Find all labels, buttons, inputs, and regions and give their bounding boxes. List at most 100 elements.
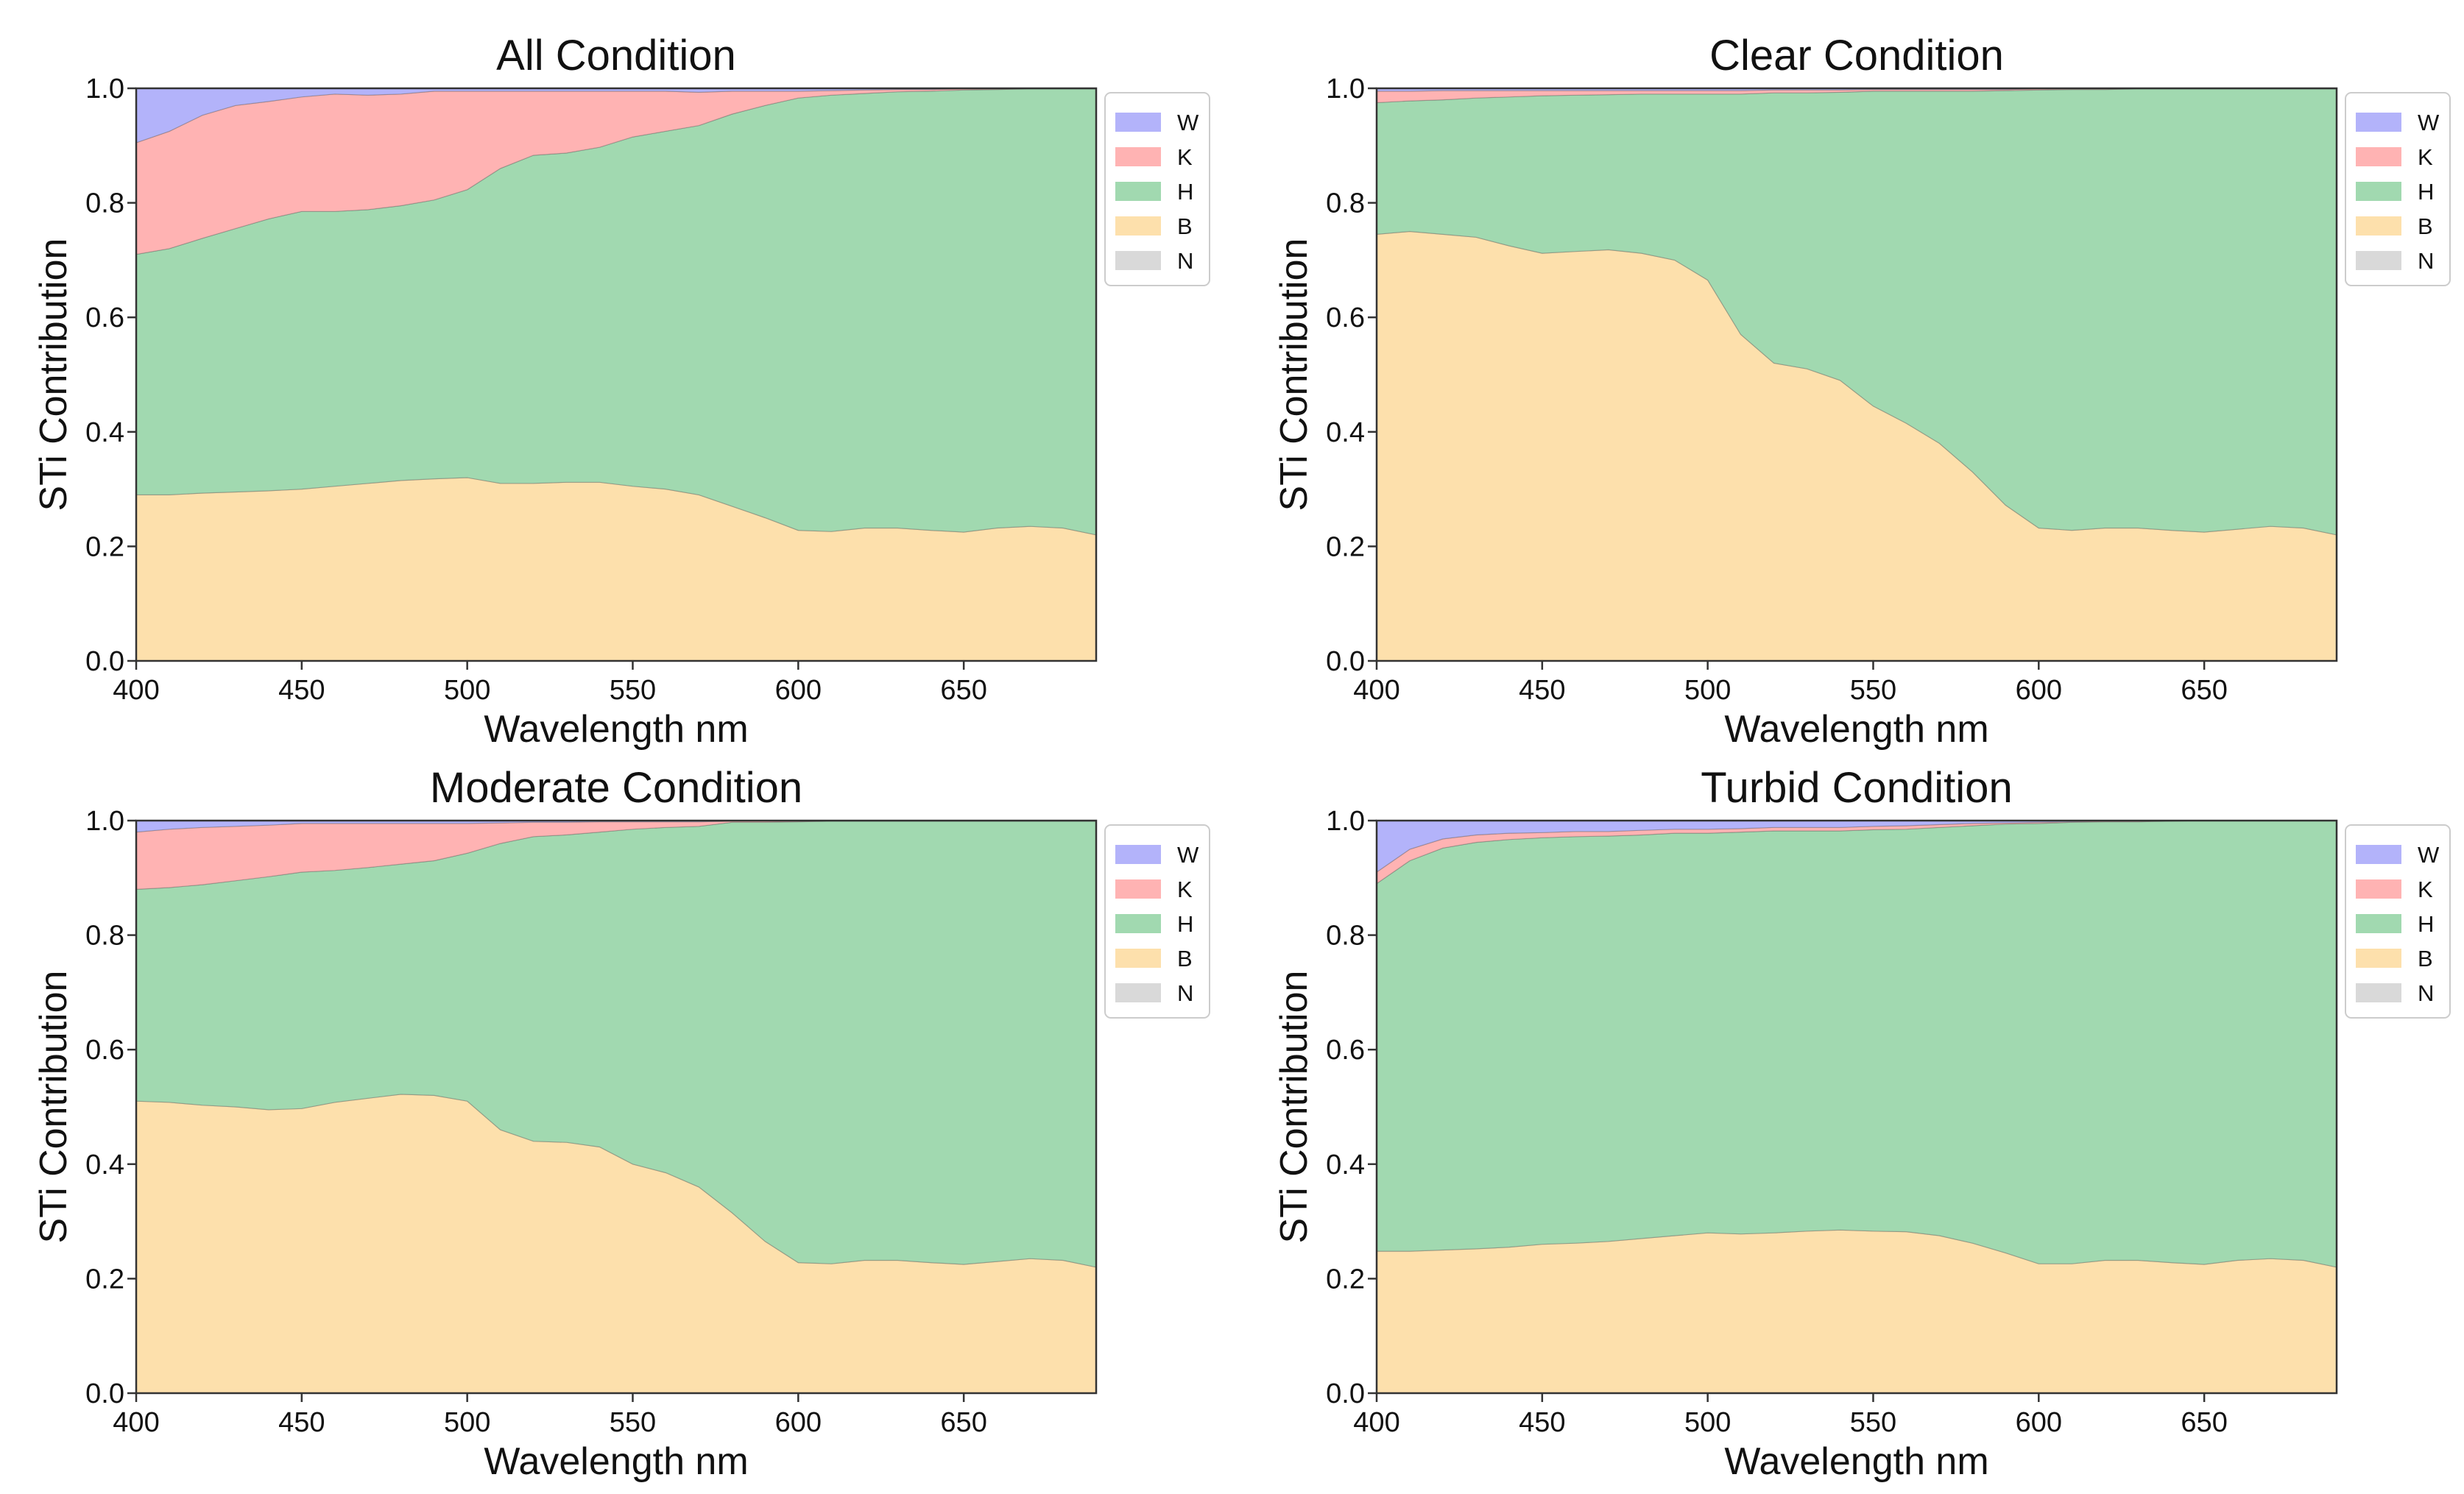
turbid-condition-legend-label-n: N — [2418, 980, 2434, 1006]
clear-condition-legend-swatch-k — [2356, 147, 2401, 166]
all-condition-y-tick-label: 0.6 — [85, 302, 124, 333]
turbid-condition-panel: 400 450 500 550 600 650 0.0 0.2 0.4 0.6 0.8 1.0 Turb… — [1273, 764, 2451, 1483]
moderate-condition-x-tick-label: 400 — [113, 1407, 159, 1438]
clear-condition-x-tick-label: 400 — [1353, 675, 1399, 706]
turbid-condition-x-tick-label: 500 — [1684, 1407, 1731, 1438]
moderate-condition-y-tick-label: 0.8 — [85, 921, 124, 952]
turbid-condition-x-tick-label: 650 — [2181, 1407, 2227, 1438]
all-condition-axes-frame — [135, 87, 1098, 662]
moderate-condition-y-tick-label: 0.6 — [85, 1035, 124, 1066]
clear-condition-legend-swatch-b — [2356, 216, 2401, 236]
turbid-condition-legend-swatch-n — [2356, 983, 2401, 1002]
turbid-condition-legend-swatch-w — [2356, 845, 2401, 864]
clear-condition-legend-swatch-h — [2356, 182, 2401, 201]
all-condition-y-tick-label: 0.4 — [85, 417, 124, 448]
turbid-condition-legend-label-k: K — [2418, 877, 2433, 902]
clear-condition-legend-label-n: N — [2418, 248, 2434, 274]
clear-condition-axes-frame — [1375, 87, 2338, 662]
clear-condition-x-tick-label: 450 — [1519, 675, 1565, 706]
turbid-condition-x-tick-label: 400 — [1353, 1407, 1399, 1438]
clear-condition-title: Clear Condition — [1709, 32, 2004, 79]
all-condition-legend-swatch-w — [1115, 113, 1161, 132]
all-condition-y-tick-label: 0.2 — [85, 531, 124, 562]
turbid-condition-x-axis-label: Wavelength nm — [1724, 1440, 1988, 1483]
moderate-condition-legend-swatch-h — [1115, 914, 1161, 933]
all-condition-x-tick-label: 400 — [113, 675, 159, 706]
moderate-condition-legend-swatch-k — [1115, 879, 1161, 899]
moderate-condition-panel: 400 450 500 550 600 650 0.0 0.2 0.4 0.6 0.8 1.0 Mode… — [32, 764, 1210, 1483]
turbid-condition-y-tick-label: 1.0 — [1326, 806, 1365, 837]
clear-condition-y-tick-label: 0.8 — [1326, 188, 1365, 219]
clear-condition-y-tick-label: 0.2 — [1326, 531, 1365, 562]
all-condition-y-tick-label: 0.0 — [85, 646, 124, 677]
turbid-condition-x-tick-label: 450 — [1519, 1407, 1565, 1438]
all-condition-legend-swatch-k — [1115, 147, 1161, 166]
turbid-condition-legend-swatch-h — [2356, 914, 2401, 933]
moderate-condition-x-tick-label: 450 — [278, 1407, 325, 1438]
all-condition-x-tick-label: 450 — [278, 675, 325, 706]
all-condition-title: All Condition — [496, 32, 736, 79]
all-condition-legend-label-n: N — [1177, 248, 1193, 274]
clear-condition-y-tick-label: 0.0 — [1326, 646, 1365, 677]
turbid-condition-y-tick-label: 0.8 — [1326, 921, 1365, 952]
turbid-condition-legend-label-h: H — [2418, 911, 2434, 937]
turbid-condition-axes-frame — [1375, 819, 2338, 1395]
moderate-condition-x-tick-label: 600 — [775, 1407, 822, 1438]
turbid-condition-legend-swatch-k — [2356, 879, 2401, 899]
all-condition-legend-swatch-h — [1115, 182, 1161, 201]
turbid-condition-y-tick-label: 0.2 — [1326, 1264, 1365, 1295]
moderate-condition-legend-swatch-b — [1115, 949, 1161, 968]
moderate-condition-x-tick-label: 650 — [940, 1407, 986, 1438]
turbid-condition-x-tick-label: 550 — [1850, 1407, 1896, 1438]
turbid-condition-area-h — [1376, 820, 2337, 1268]
all-condition-legend-label-h: H — [1177, 179, 1193, 205]
moderate-condition-legend-label-k: K — [1177, 877, 1193, 902]
clear-condition-legend-label-h: H — [2418, 179, 2434, 205]
moderate-condition-x-tick-label: 550 — [610, 1407, 656, 1438]
clear-condition-legend-label-w: W — [2418, 110, 2440, 135]
all-condition-legend-label-b: B — [1177, 213, 1193, 239]
all-condition-x-tick-label: 550 — [610, 675, 656, 706]
clear-condition-legend-swatch-n — [2356, 251, 2401, 270]
turbid-condition-y-tick-label: 0.4 — [1326, 1150, 1365, 1180]
clear-condition-y-tick-label: 1.0 — [1326, 74, 1365, 105]
turbid-condition-legend-label-b: B — [2418, 946, 2433, 971]
moderate-condition-legend-label-n: N — [1177, 980, 1193, 1006]
all-condition-panel: 400 450 500 550 600 650 0.0 0.2 0.4 0.6 0.8 1.0 All … — [32, 32, 1210, 751]
moderate-condition-y-tick-label: 0.4 — [85, 1150, 124, 1180]
all-condition-x-axis-label: Wavelength nm — [484, 708, 748, 751]
moderate-condition-x-tick-label: 500 — [444, 1407, 490, 1438]
clear-condition-legend-swatch-w — [2356, 113, 2401, 132]
all-condition-y-tick-label: 1.0 — [85, 74, 124, 105]
all-condition-x-tick-label: 600 — [775, 675, 822, 706]
moderate-condition-legend-swatch-w — [1115, 845, 1161, 864]
clear-condition-y-tick-label: 0.6 — [1326, 302, 1365, 333]
clear-condition-x-axis-label: Wavelength nm — [1724, 708, 1988, 751]
turbid-condition-y-tick-label: 0.6 — [1326, 1035, 1365, 1066]
clear-condition-x-tick-label: 600 — [2016, 675, 2062, 706]
all-condition-y-axis-label: STi Contribution — [32, 238, 75, 511]
clear-condition-y-axis-label: STi Contribution — [1273, 238, 1316, 511]
clear-condition-x-tick-label: 650 — [2181, 675, 2227, 706]
moderate-condition-y-tick-label: 1.0 — [85, 806, 124, 837]
turbid-condition-legend-swatch-b — [2356, 949, 2401, 968]
all-condition-y-tick-label: 0.8 — [85, 188, 124, 219]
moderate-condition-axes-frame — [135, 819, 1098, 1395]
clear-condition-x-tick-label: 550 — [1850, 675, 1896, 706]
all-condition-legend-swatch-n — [1115, 251, 1161, 270]
clear-condition-legend-label-k: K — [2418, 144, 2433, 170]
moderate-condition-y-axis-label: STi Contribution — [32, 971, 75, 1244]
all-condition-x-tick-label: 650 — [940, 675, 986, 706]
turbid-condition-y-axis-label: STi Contribution — [1273, 971, 1316, 1244]
moderate-condition-legend-label-w: W — [1177, 842, 1199, 868]
clear-condition-y-tick-label: 0.4 — [1326, 417, 1365, 448]
all-condition-legend-label-w: W — [1177, 110, 1199, 135]
moderate-condition-legend-label-h: H — [1177, 911, 1193, 937]
moderate-condition-y-tick-label: 0.2 — [85, 1264, 124, 1295]
